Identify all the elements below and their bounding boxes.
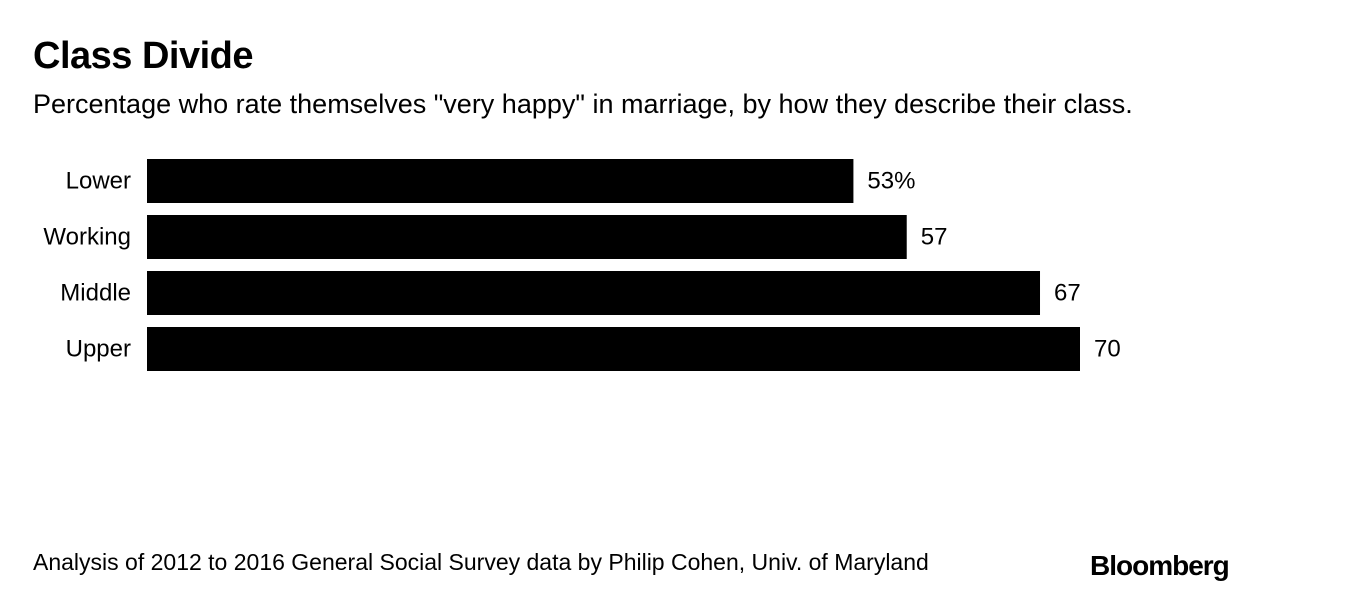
bar-upper [147,327,1080,371]
category-label-middle: Middle [60,280,131,307]
source-note: Analysis of 2012 to 2016 General Social … [33,549,929,575]
category-label-working: Working [43,224,131,251]
category-label-upper: Upper [66,336,131,363]
chart-title: Class Divide [33,35,254,77]
bar-lower [147,159,854,203]
bar-middle [147,271,1041,315]
bar-working [147,215,907,259]
chart-subtitle: Percentage who rate themselves "very hap… [33,89,1133,119]
value-label-upper: 70 [1094,336,1121,363]
value-label-working: 57 [921,224,948,251]
category-label-lower: Lower [66,168,131,195]
value-label-middle: 67 [1054,280,1081,307]
value-label-lower: 53% [867,168,915,195]
bloomberg-logo: Bloomberg [1090,550,1230,581]
